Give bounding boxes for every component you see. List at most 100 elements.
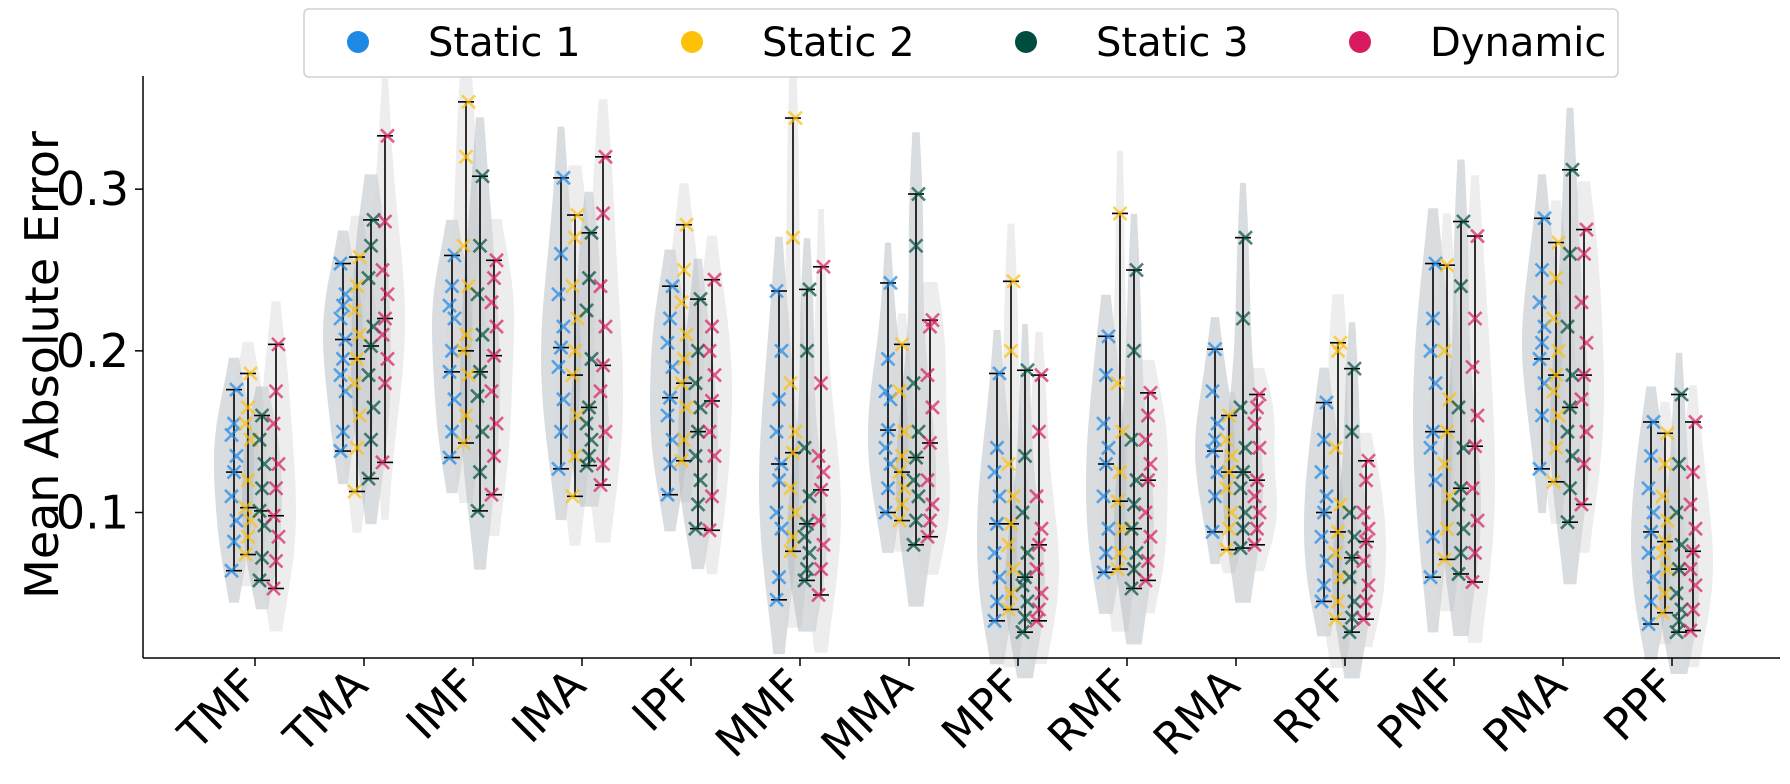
data-point [461,94,476,110]
data-point [375,327,390,343]
legend: Static 1 Static 2 Static 3 Dynamic [303,8,1619,78]
data-point [1252,387,1267,402]
data-point [880,422,896,438]
data-point [1467,545,1483,561]
data-point [1101,521,1116,537]
data-point [363,238,379,254]
data-point [352,249,367,265]
x-tick-label: RMF [1038,660,1140,762]
data-point [1221,464,1237,480]
data-point [1347,593,1362,609]
data-point [679,217,694,233]
data-point [1233,540,1248,556]
data-point [1342,624,1357,640]
data-point [484,487,499,503]
data-point [1467,438,1483,454]
data-point [1096,488,1111,504]
data-point [1031,602,1047,617]
data-point [785,230,801,246]
data-point [475,168,490,184]
data-point [579,416,594,432]
data-point [1219,542,1234,558]
data-point [1126,343,1142,359]
data-point [335,351,351,367]
data-point [1423,569,1438,585]
data-point [1235,464,1251,480]
data-point [1565,162,1580,178]
data-point [565,278,580,294]
data-point [1140,408,1156,423]
data-point [458,408,474,423]
data-point [897,424,912,440]
data-point [665,278,680,294]
data-point [556,170,571,186]
x-tick-label: IMA [502,660,595,753]
data-point [377,214,393,229]
data-point [489,416,504,432]
data-point [1565,448,1580,464]
data-point [581,448,597,464]
data-point [1328,440,1343,456]
axes [142,76,1780,659]
data-point [442,364,457,380]
data-point [1641,480,1656,496]
data-point [1579,424,1594,440]
data-point [1031,537,1047,553]
data-point [238,500,253,516]
data-point [799,561,815,577]
data-point [1579,222,1594,238]
data-point [1456,440,1471,456]
data-point [271,336,286,352]
data-point [908,513,924,529]
data-point [553,246,569,262]
data-point [1565,367,1580,383]
data-point [1247,416,1262,432]
data-point [660,487,675,503]
data-point [704,488,720,504]
data-point [769,505,784,520]
data-point [662,311,678,326]
legend-marker [1349,31,1371,53]
data-point [1330,524,1346,540]
data-point [472,464,488,480]
data-point [484,294,499,310]
data-point [456,343,471,359]
data-point [595,456,611,472]
data-point [1669,505,1684,520]
data-point [799,516,815,532]
data-point [1140,553,1156,569]
data-point [380,128,395,144]
data-point [1316,432,1332,448]
data-point [1252,505,1267,520]
data-point [1560,514,1575,530]
data-point [551,359,566,375]
data-point [1347,361,1362,377]
data-point [595,357,611,373]
data-point [1210,416,1225,432]
data-point [1439,521,1455,537]
data-point [707,272,722,288]
data-point [1688,414,1703,430]
data-point [268,553,284,569]
data-point [880,480,896,496]
data-point [349,440,365,456]
data-point [693,399,708,415]
data-point [906,375,921,391]
data-point [224,563,239,579]
data-point [1685,602,1701,617]
data-point [1562,480,1578,496]
data-point [1020,545,1035,561]
data-point [570,207,585,223]
x-tick-label: IMF [397,660,487,750]
data-point [811,513,826,529]
data-point [240,529,256,545]
data-point [1138,432,1153,448]
data-point [1138,572,1153,588]
data-point [1688,521,1703,537]
data-point [1657,456,1673,472]
data-point [1235,521,1251,537]
data-point [1562,399,1578,415]
data-point [1342,505,1357,520]
y-axis-label: Mean Absolute Error [15,131,69,599]
data-point [1328,545,1343,561]
